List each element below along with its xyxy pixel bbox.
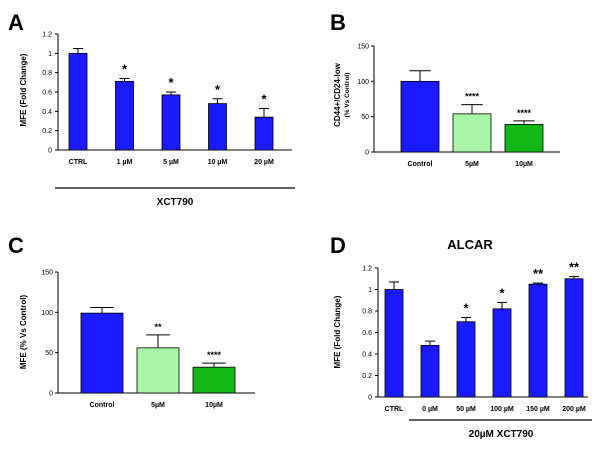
y-axis-label: MFE (% Vs Control) bbox=[19, 295, 28, 370]
category-label: 5 µM bbox=[163, 159, 179, 166]
significance-marker: * bbox=[168, 75, 174, 90]
y-tick-label: 1.2 bbox=[42, 32, 52, 39]
bar bbox=[254, 116, 274, 151]
category-label: 5µM bbox=[151, 402, 165, 409]
bar bbox=[564, 278, 584, 398]
significance-marker: ** bbox=[154, 322, 162, 332]
category-label: 100 µM bbox=[490, 406, 514, 413]
chart-title: ALCAR bbox=[447, 237, 493, 252]
panel-letter: A bbox=[8, 10, 24, 35]
bar bbox=[161, 94, 181, 151]
panel-a: A 0 0.2 0.4 0.6 0.8 1 1.2 MFE (Fold Change) CTRL *… bbox=[8, 10, 295, 208]
category-label: 50 µM bbox=[456, 406, 476, 413]
category-label: Control bbox=[408, 161, 433, 168]
significance-marker: **** bbox=[207, 350, 222, 360]
category-label: Control bbox=[90, 402, 115, 409]
y-tick-label: 0.8 bbox=[42, 70, 52, 77]
bar bbox=[208, 103, 227, 151]
category-label: CTRL bbox=[385, 406, 404, 413]
y-tick-label: 0.8 bbox=[362, 309, 372, 316]
y-axis-label: CD44+/CD24-low bbox=[333, 62, 342, 127]
y-tick-label: 150 bbox=[41, 270, 53, 277]
group-label: 20µM XCT790 bbox=[469, 429, 534, 440]
category-label: 0 µM bbox=[422, 406, 438, 413]
significance-marker: * bbox=[215, 82, 221, 97]
y-tick-label: 0.6 bbox=[42, 90, 52, 97]
bar bbox=[420, 344, 440, 398]
panel-letter: D bbox=[330, 233, 346, 258]
y-tick-label: 0.4 bbox=[42, 109, 52, 116]
category-label: CTRL bbox=[69, 159, 88, 166]
panel-letter: C bbox=[8, 233, 24, 258]
y-tick-label: 100 bbox=[41, 310, 53, 317]
y-tick-label: 50 bbox=[45, 350, 53, 357]
bar bbox=[68, 52, 88, 151]
y-tick-label: 0 bbox=[49, 391, 53, 398]
significance-marker: ** bbox=[569, 260, 580, 275]
y-tick-label: 1 bbox=[368, 287, 372, 294]
y-tick-label: 50 bbox=[361, 114, 369, 121]
category-label: 20 µM bbox=[254, 159, 274, 166]
panel-c: C 0 50 100 150 MFE (% Vs Control) Control ** 5µM… bbox=[8, 233, 255, 409]
category-label: 200 µM bbox=[562, 406, 586, 413]
bar bbox=[452, 113, 492, 153]
significance-marker: * bbox=[122, 61, 128, 76]
significance-marker: ** bbox=[533, 266, 544, 281]
y-tick-label: 1.2 bbox=[362, 266, 372, 273]
bar bbox=[456, 321, 476, 398]
panel-letter: B bbox=[330, 10, 346, 35]
bar bbox=[136, 347, 180, 394]
significance-marker: **** bbox=[465, 92, 480, 102]
significance-marker: * bbox=[463, 300, 469, 315]
y-tick-label: 0 bbox=[368, 395, 372, 402]
category-label: 10 µM bbox=[208, 159, 228, 166]
bar bbox=[115, 80, 134, 151]
bar bbox=[192, 366, 236, 394]
y-axis-label: MFE (Fold Change) bbox=[333, 295, 342, 368]
category-label: 10µM bbox=[515, 161, 533, 168]
category-label: 1 µM bbox=[117, 159, 133, 166]
bar bbox=[504, 124, 544, 153]
significance-marker: **** bbox=[517, 108, 532, 118]
group-label: XCT790 bbox=[157, 197, 194, 208]
y-axis-label-unit: (% Vs Control) bbox=[344, 73, 351, 118]
y-tick-label: 0 bbox=[365, 150, 369, 157]
significance-marker: * bbox=[261, 91, 267, 106]
panel-d: D ALCAR 0 0.2 0.4 0.6 0.8 1 1.2 MFE (Fold Change)… bbox=[330, 233, 592, 440]
bar bbox=[528, 283, 548, 398]
bar bbox=[492, 308, 512, 398]
category-label: 10µM bbox=[205, 402, 223, 409]
y-tick-label: 0.2 bbox=[362, 373, 372, 380]
category-label: 150 µM bbox=[526, 406, 550, 413]
bar bbox=[384, 289, 404, 398]
y-axis-label: MFE (Fold Change) bbox=[19, 53, 28, 126]
y-tick-label: 0.6 bbox=[362, 330, 372, 337]
y-tick-label: 1 bbox=[48, 51, 52, 58]
y-tick-label: 0.4 bbox=[362, 352, 372, 359]
y-tick-label: 0.2 bbox=[42, 128, 52, 135]
category-label: 5µM bbox=[465, 161, 479, 168]
bar bbox=[80, 312, 124, 394]
y-tick-label: 0 bbox=[48, 148, 52, 155]
panel-b: B 0 50 100 150 CD44+/CD24-low (% Vs Control) Co… bbox=[330, 10, 560, 168]
bar bbox=[400, 80, 440, 153]
y-tick-label: 100 bbox=[357, 79, 369, 86]
significance-marker: * bbox=[499, 285, 505, 300]
y-tick-label: 150 bbox=[357, 44, 369, 51]
